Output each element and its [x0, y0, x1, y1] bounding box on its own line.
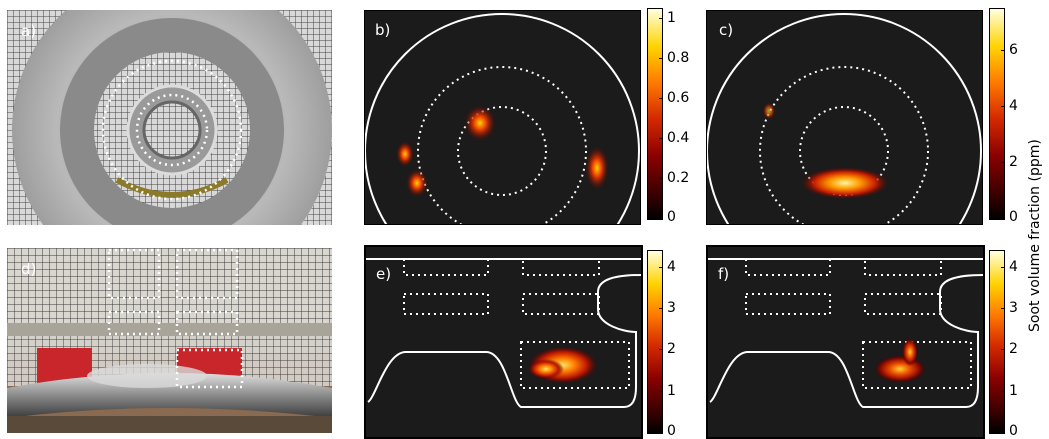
colorbar-b-tickmark	[659, 98, 663, 99]
soot-image-f: f)	[706, 245, 985, 439]
colorbar-c	[989, 8, 1005, 220]
colorbar-e-tick-label: 4	[667, 258, 676, 275]
colorbar-f-tickmark	[1001, 349, 1005, 351]
soot-image-e-drawing	[366, 258, 641, 408]
colorbar-e-tickmark	[659, 432, 663, 433]
soot-image-e: e)	[364, 245, 643, 439]
panel-label-a: a)	[21, 22, 37, 40]
colorbar-e-tickmark	[659, 349, 663, 351]
colorbar-f	[989, 250, 1005, 434]
colorbar-b-tickmark	[659, 178, 663, 179]
colorbar-e-tick-label: 0	[667, 423, 676, 439]
photo-top-view-drawing	[7, 10, 332, 225]
soot-image-c-drawing	[707, 13, 982, 224]
panel-label-c: c)	[719, 21, 734, 39]
colorbar-axis-label: Soot volume fraction (ppm)	[1027, 139, 1043, 332]
panel-label-b: b)	[375, 21, 391, 39]
colorbar-c-tick-label: 4	[1009, 98, 1018, 114]
colorbar-b-tick-label: 1	[667, 10, 676, 26]
soot-image-c: c)	[706, 10, 983, 225]
colorbar-e-tick-label: 2	[667, 341, 676, 358]
colorbar-b-tick-label: 0.4	[667, 130, 690, 146]
colorbar-e-tick-label: 1	[667, 382, 676, 399]
photo-side-view-drawing	[7, 248, 332, 433]
colorbar-b-tick-label: 0	[667, 209, 676, 225]
panel-label-d: d)	[21, 260, 37, 278]
photo-side-view: d)	[7, 248, 332, 433]
colorbar-f-tick-label: 4	[1009, 258, 1018, 275]
colorbar-b-tick-label: 0.2	[667, 170, 690, 186]
colorbar-e-tickmark	[659, 266, 663, 268]
colorbar-f-tickmark	[1001, 432, 1005, 433]
colorbar-c-tick-label: 0	[1009, 209, 1018, 225]
colorbar-f-tickmark	[1001, 266, 1005, 268]
colorbar-f-tickmark	[1001, 390, 1005, 392]
colorbar-b-tickmark	[659, 138, 663, 139]
colorbar-c-tickmark	[1001, 50, 1005, 51]
colorbar-b-tickmark	[659, 18, 663, 19]
colorbar-c-tick-label: 2	[1009, 154, 1018, 170]
colorbar-f-tick-label: 3	[1009, 299, 1018, 316]
colorbar-b-tickmark	[659, 58, 663, 59]
photo-top-view: a)	[7, 10, 332, 225]
colorbar-e	[647, 250, 663, 434]
colorbar-b	[647, 8, 663, 220]
colorbar-b-tick-label: 0.8	[667, 50, 690, 66]
colorbar-e-tickmark	[659, 390, 663, 392]
colorbar-f-tick-label: 0	[1009, 423, 1018, 439]
colorbar-c-tickmark	[1001, 218, 1005, 219]
colorbar-b-tick-label: 0.6	[667, 90, 690, 106]
colorbar-c-tick-label: 6	[1009, 42, 1018, 58]
panel-label-e: e)	[376, 265, 392, 283]
colorbar-f-tick-label: 1	[1009, 382, 1018, 399]
colorbar-c-tickmark	[1001, 162, 1005, 163]
colorbar-c-tickmark	[1001, 106, 1005, 107]
colorbar-f-tickmark	[1001, 307, 1005, 309]
soot-image-f-drawing	[708, 258, 983, 408]
colorbar-e-tick-label: 3	[667, 299, 676, 316]
colorbar-f-tick-label: 2	[1009, 341, 1018, 358]
colorbar-b-tickmark	[659, 218, 663, 219]
colorbar-e-tickmark	[659, 307, 663, 309]
soot-image-b-drawing	[365, 13, 640, 224]
soot-image-b: b)	[364, 10, 641, 225]
panel-label-f: f)	[718, 265, 730, 283]
